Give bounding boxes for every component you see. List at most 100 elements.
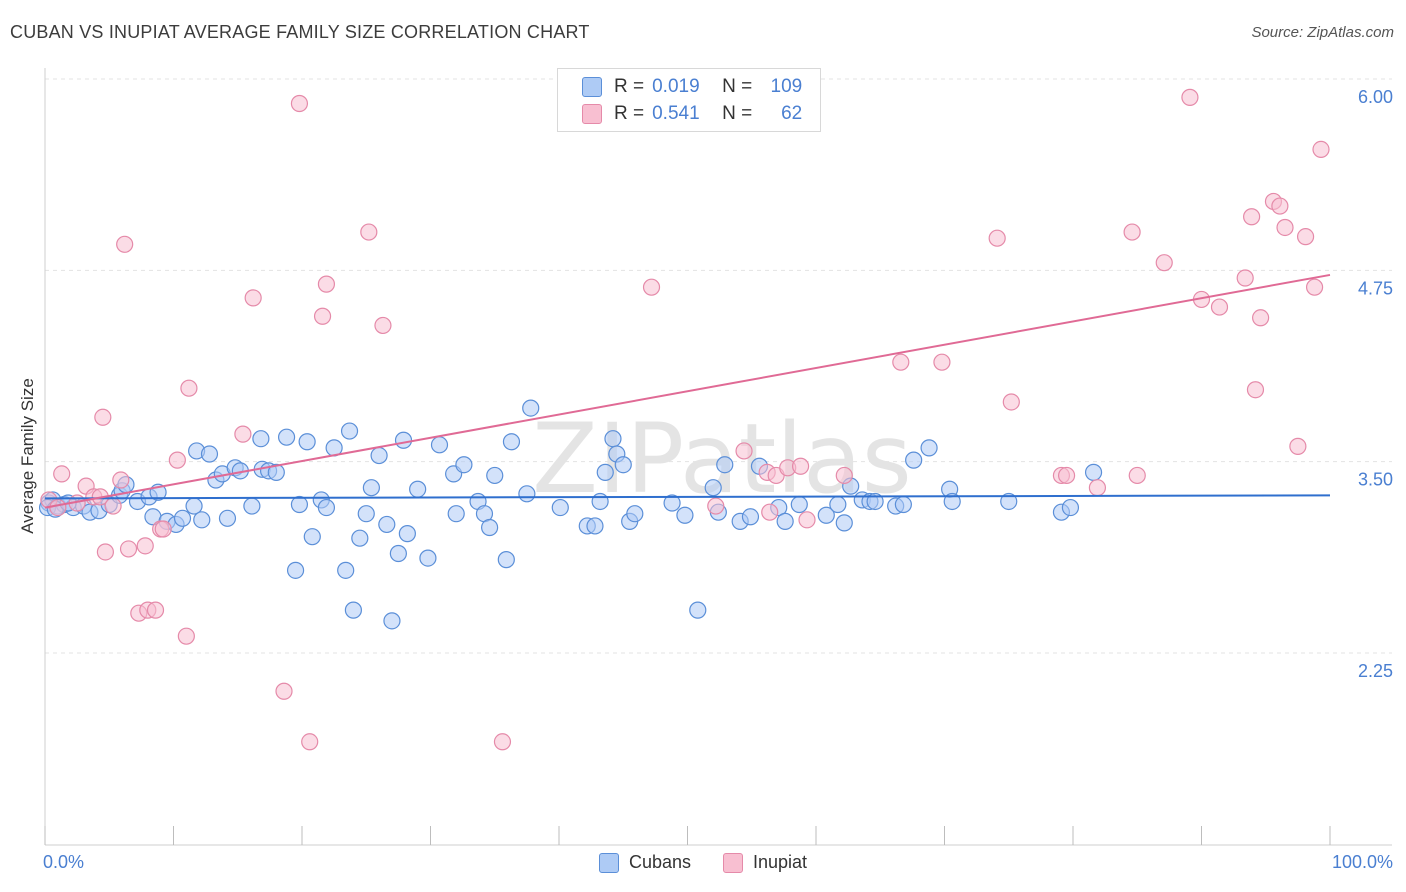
cubans-point <box>835 514 853 532</box>
cubans-point <box>344 601 362 619</box>
x-tick-min: 0.0% <box>43 852 85 872</box>
cubans-point <box>663 494 681 512</box>
inupiat-point <box>988 229 1006 247</box>
inupiat-point <box>791 457 810 475</box>
inupiat-point <box>275 682 293 700</box>
inupiat-point <box>53 465 71 483</box>
inupiat-point <box>735 442 753 460</box>
cubans-point <box>920 439 938 457</box>
inupiat-point <box>168 451 186 469</box>
cubans-swatch <box>582 77 602 97</box>
cubans-point <box>173 509 192 527</box>
cubans-n-value: 109 <box>770 76 803 97</box>
y-tick-label: 3.50 <box>1358 470 1393 490</box>
y-tick-label: 2.25 <box>1358 661 1393 681</box>
inupiat-point <box>244 289 262 307</box>
cubans-point <box>1084 463 1103 481</box>
cubans-point <box>817 506 835 524</box>
inupiat-point <box>1289 437 1307 455</box>
cubans-point <box>218 509 237 527</box>
cubans-legend-label: Cubans <box>628 852 691 872</box>
n-label: N = <box>722 76 753 97</box>
inupiat-point <box>1271 197 1289 215</box>
cubans-point <box>626 505 644 523</box>
cubans-point <box>704 479 722 497</box>
inupiat-point <box>892 353 910 371</box>
inupiat-point <box>835 466 853 485</box>
cubans-point <box>447 505 465 523</box>
cubans-point <box>1000 492 1018 511</box>
cubans-point <box>586 517 604 535</box>
cubans-trend-line <box>44 494 1331 500</box>
inupiat-point <box>96 543 114 561</box>
cubans-point <box>267 463 285 481</box>
x-tick-max: 100.0% <box>1331 852 1393 872</box>
inupiat-point <box>317 275 336 293</box>
cubans-point <box>676 506 694 524</box>
inupiat-point <box>1002 393 1020 411</box>
cubans-point <box>716 456 734 474</box>
cubans-point <box>1061 498 1080 517</box>
inupiat-point <box>313 307 332 325</box>
cubans-point <box>419 549 437 567</box>
cubans-point <box>481 518 499 537</box>
cubans-point <box>317 498 336 517</box>
inupiat-point <box>49 498 67 517</box>
inupiat-point <box>136 537 154 555</box>
legend-row-cubans: R = 0.019 N = 109 <box>582 75 802 99</box>
inupiat-point <box>1181 88 1199 106</box>
cubans-point <box>398 525 416 543</box>
cubans-point <box>486 466 504 485</box>
cubans-point <box>741 508 760 526</box>
cubans-point <box>243 497 261 515</box>
cubans-point <box>604 430 622 448</box>
inupiat-point <box>119 540 138 558</box>
inupiat-point <box>94 408 112 426</box>
cubans-point <box>340 422 359 440</box>
cubans-point <box>409 480 427 498</box>
cubans-point <box>394 431 413 449</box>
inupiat-swatch <box>582 104 602 124</box>
cubans-point <box>200 445 219 463</box>
cubans-legend-swatch <box>598 852 619 873</box>
cubans-point <box>378 515 396 534</box>
legend-item-cubans[interactable]: Cubans <box>598 852 691 873</box>
inupiat-point <box>1276 218 1294 237</box>
cubans-point <box>689 601 707 619</box>
inupiat-point <box>301 733 319 751</box>
cubans-point <box>829 495 847 514</box>
inupiat-point <box>290 94 309 113</box>
cubans-point <box>866 492 884 511</box>
y-tick-label: 4.75 <box>1358 278 1393 298</box>
inupiat-point <box>1057 466 1076 485</box>
cubans-point <box>290 495 309 514</box>
inupiat-legend-swatch <box>723 852 743 873</box>
y-tick-label: 6.00 <box>1358 87 1393 107</box>
legend-item-inupiat[interactable]: Inupiat <box>723 852 807 873</box>
n-label: N = <box>722 103 753 124</box>
inupiat-point <box>177 627 195 645</box>
cubans-point <box>357 505 375 523</box>
y-axis-label: Average Family Size <box>18 378 37 534</box>
cubans-point <box>502 433 521 451</box>
cubans-point <box>383 612 401 630</box>
inupiat-point <box>1128 466 1146 485</box>
cubans-point <box>277 428 296 446</box>
inupiat-point <box>1088 479 1107 497</box>
source-note: Source: ZipAtlas.com <box>1251 24 1394 41</box>
cubans-point <box>389 544 407 563</box>
cubans-point <box>351 529 369 547</box>
series-legend: Cubans Inupiat <box>0 852 1406 873</box>
inupiat-point <box>360 223 378 241</box>
inupiat-point <box>154 520 172 538</box>
cubans-point <box>286 561 305 579</box>
cubans-point <box>894 495 912 514</box>
cubans-point <box>614 456 632 474</box>
cubans-point <box>430 436 449 454</box>
cubans-point <box>337 561 355 579</box>
inupiat-r-value: 0.541 <box>652 103 700 124</box>
inupiat-point <box>1305 278 1324 296</box>
inupiat-point <box>933 353 951 371</box>
inupiat-point <box>1296 228 1315 246</box>
